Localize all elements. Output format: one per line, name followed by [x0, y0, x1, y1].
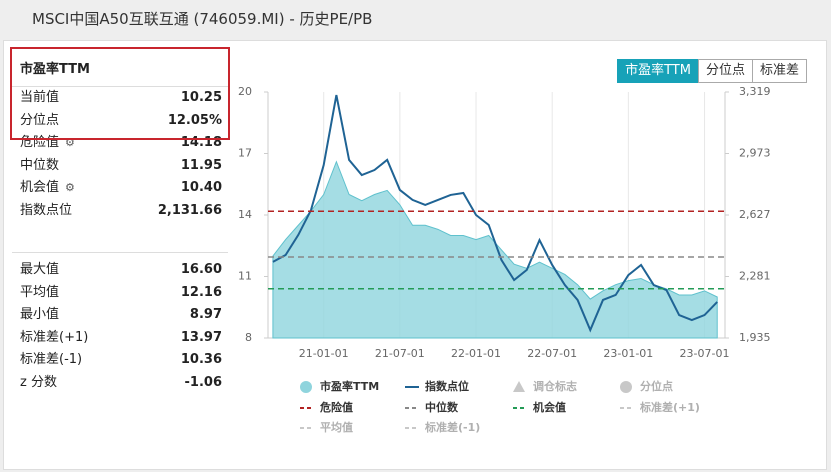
stat-label: 标准差(-1)	[20, 352, 83, 367]
highlight-box	[10, 47, 230, 140]
stats-title: 市盈率TTM	[12, 50, 228, 87]
stat-value: -1.06	[184, 374, 222, 390]
y2-tick-label: 2,973	[739, 147, 771, 160]
y2-tick-label: 2,281	[739, 270, 771, 283]
stat-row: 标准差(+1) 13.97	[12, 327, 228, 350]
y2-tick-label: 1,935	[739, 331, 771, 344]
x-tick-label: 21-07-01	[375, 347, 425, 360]
legend-label: 危险值	[319, 400, 353, 414]
stat-row: 最小值 8.97	[12, 304, 228, 327]
stat-label: 指数点位	[20, 202, 73, 218]
legend-label[interactable]: 标准差(-1)	[424, 420, 480, 434]
stat-value: 8.97	[189, 307, 222, 322]
x-tick-label: 21-01-01	[299, 347, 349, 360]
stat-row: 指数点位 2,131.66	[12, 200, 228, 223]
legend-label[interactable]: 调仓标志	[533, 379, 577, 393]
x-tick-label: 22-07-01	[527, 347, 577, 360]
stat-label: 标准差(+1)	[20, 329, 89, 345]
stat-row: 最大值 16.60	[12, 259, 228, 282]
divider	[12, 222, 228, 253]
legend-marker	[620, 381, 632, 393]
stat-value: 10.40	[180, 180, 222, 195]
legend-label: 机会值	[533, 400, 566, 414]
stat-row: 标准差(-1) 10.36	[12, 349, 228, 372]
y2-tick-label: 2,627	[739, 208, 771, 221]
y2-tick-label: 3,319	[739, 85, 771, 98]
stat-label: 中位数	[20, 157, 60, 173]
stat-label: 当前值	[20, 90, 60, 105]
stat-label: 分位点	[20, 112, 60, 128]
y-tick-label: 11	[238, 270, 252, 283]
stat-row: 分位点 12.05%	[12, 110, 228, 133]
stat-label: 最大值	[20, 262, 60, 277]
stat-label: 平均值	[20, 284, 60, 300]
stat-label: 机会值	[20, 180, 60, 195]
pe-area	[272, 160, 718, 339]
y-tick-label: 8	[245, 331, 252, 344]
stat-row: 中位数 11.95	[12, 155, 228, 178]
x-tick-label: 22-01-01	[451, 347, 501, 360]
page-title: MSCI中国A50互联互通 (746059.MI) - 历史PE/PB	[32, 10, 373, 28]
y-tick-label: 17	[238, 147, 252, 160]
stats-panel: 市盈率TTM 当前值 10.25 分位点 12.05% 危险值 ⚙ 14.18 中位数 1…	[12, 50, 228, 394]
stat-value: 12.05%	[167, 112, 222, 128]
index-line	[272, 94, 718, 333]
stat-row: z 分数 -1.06	[12, 372, 228, 395]
legend-label: 中位数	[425, 400, 459, 414]
stat-row: 当前值 10.25	[12, 87, 228, 110]
stat-label: z 分数	[20, 374, 57, 390]
stat-value: 10.36	[180, 352, 222, 367]
tab[interactable]: 分位点	[697, 59, 753, 83]
stat-value: 13.97	[180, 329, 222, 345]
settings-icon[interactable]: ⚙	[65, 181, 75, 194]
stat-value: 12.16	[180, 284, 222, 300]
settings-icon[interactable]: ⚙	[65, 136, 75, 149]
legend-label: 市盈率TTM	[320, 379, 379, 393]
y-tick-label: 20	[238, 85, 252, 98]
x-tick-label: 23-07-01	[680, 347, 730, 360]
legend-label[interactable]: 分位点	[640, 379, 673, 393]
stat-row: 机会值 ⚙ 10.40	[12, 177, 228, 200]
legend-marker	[300, 381, 312, 393]
stat-label: 最小值	[20, 307, 60, 322]
stat-value: 2,131.66	[157, 202, 222, 218]
stat-value: 11.95	[180, 157, 222, 173]
tab[interactable]: 标准差	[751, 59, 807, 83]
y-tick-label: 14	[238, 208, 252, 221]
legend-label: 指数点位	[425, 379, 469, 393]
tab[interactable]: 市盈率TTM	[617, 59, 699, 83]
x-tick-label: 23-01-01	[603, 347, 653, 360]
stat-value: 16.60	[180, 262, 222, 277]
stat-row: 平均值 12.16	[12, 282, 228, 305]
legend-label[interactable]: 标准差(+1)	[639, 400, 700, 414]
tab-bar: 市盈率TTM 分位点 标准差	[617, 59, 807, 83]
legend-label[interactable]: 平均值	[320, 420, 353, 434]
legend-marker	[513, 381, 525, 392]
stat-value: 10.25	[180, 90, 222, 105]
